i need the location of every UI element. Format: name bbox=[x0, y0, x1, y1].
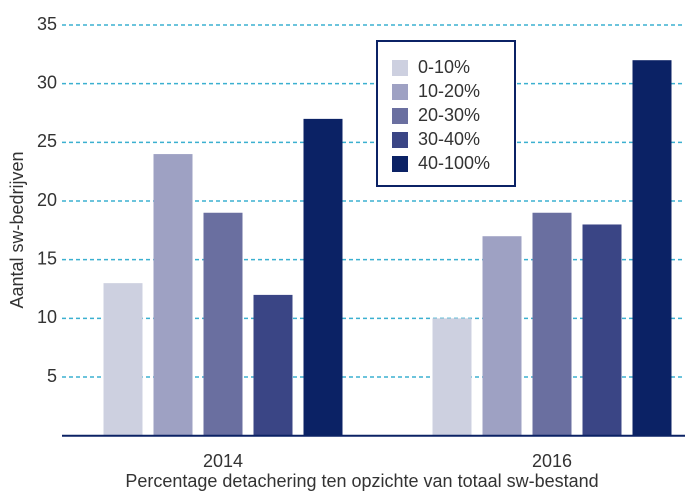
legend-label: 40-100% bbox=[418, 153, 490, 173]
bar bbox=[532, 212, 572, 436]
bar bbox=[582, 224, 622, 436]
y-tick-label: 30 bbox=[37, 72, 57, 92]
x-tick-label: 2014 bbox=[203, 451, 243, 471]
legend-label: 20-30% bbox=[418, 105, 480, 125]
y-tick-label: 35 bbox=[37, 14, 57, 34]
legend-swatch bbox=[392, 108, 408, 124]
bar bbox=[303, 118, 343, 436]
bar bbox=[203, 212, 243, 436]
bar bbox=[253, 294, 293, 436]
legend-label: 0-10% bbox=[418, 57, 470, 77]
y-tick-label: 15 bbox=[37, 248, 57, 268]
bar bbox=[432, 318, 472, 436]
y-tick-label: 20 bbox=[37, 190, 57, 210]
bar bbox=[103, 283, 143, 436]
legend-swatch bbox=[392, 156, 408, 172]
legend-label: 10-20% bbox=[418, 81, 480, 101]
x-axis-label: Percentage detachering ten opzichte van … bbox=[125, 471, 598, 491]
legend-swatch bbox=[392, 84, 408, 100]
bar bbox=[632, 60, 672, 436]
legend-swatch bbox=[392, 60, 408, 76]
y-axis-label: Aantal sw-bedrijven bbox=[7, 151, 27, 308]
y-tick-label: 5 bbox=[47, 366, 57, 386]
x-tick-label: 2016 bbox=[532, 451, 572, 471]
legend-label: 30-40% bbox=[418, 129, 480, 149]
bar bbox=[482, 236, 522, 436]
y-tick-label: 10 bbox=[37, 307, 57, 327]
legend-swatch bbox=[392, 132, 408, 148]
bar bbox=[153, 154, 193, 436]
y-tick-label: 25 bbox=[37, 131, 57, 151]
